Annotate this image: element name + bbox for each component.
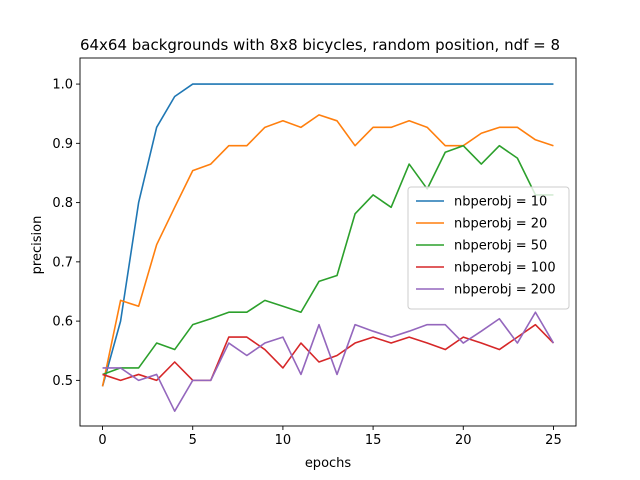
x-tick-label: 15 (365, 433, 382, 448)
series-line-2 (102, 144, 554, 376)
plot-frame (79, 57, 577, 427)
legend-label: nbperobj = 200 (454, 283, 556, 298)
legend: nbperobj = 10 nbperobj = 20 nbperobj = 50 n… (407, 186, 570, 310)
y-tick-label: 0.9 (52, 137, 73, 152)
series-line-1 (101, 114, 554, 387)
legend-label: nbperobj = 10 (454, 195, 547, 210)
legend-label: nbperobj = 20 (454, 217, 547, 232)
y-axis-label: precision (30, 216, 45, 275)
y-tick-label: 0.6 (52, 315, 73, 330)
x-tick-label: 10 (275, 433, 292, 448)
series-line-0 (101, 83, 554, 387)
y-tick-label: 0.5 (52, 374, 73, 389)
x-tick-label: 0 (98, 433, 106, 448)
y-tick-label: 0.7 (52, 255, 73, 270)
y-tick-label: 0.8 (52, 196, 73, 211)
x-tick-label: 25 (545, 433, 562, 448)
y-tick-label: 1.0 (52, 78, 73, 93)
plot-area: 0 5 10 15 20 25 0.5 0.6 0.7 0.8 0.9 1.0 (52, 57, 577, 448)
x-tick-label: 20 (455, 433, 472, 448)
legend-box (407, 186, 570, 310)
x-axis-label: epochs (305, 456, 352, 471)
legend-label: nbperobj = 100 (454, 261, 556, 276)
chart-title: 64x64 backgrounds with 8x8 bicycles, ran… (80, 36, 560, 54)
series-line-3 (102, 323, 555, 382)
legend-label: nbperobj = 50 (454, 239, 547, 254)
series-line-4 (102, 311, 555, 412)
x-tick-label: 5 (189, 433, 197, 448)
